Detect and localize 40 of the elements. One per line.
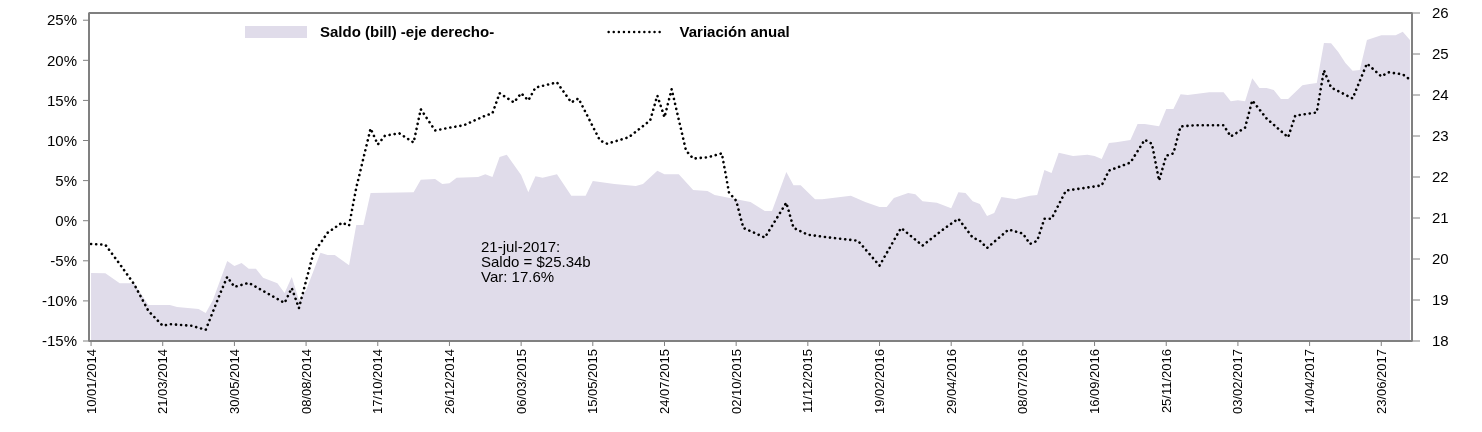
x-tick-label: 23/06/2017 [1373,349,1389,415]
y2-tick-label: 22 [1432,168,1449,186]
y-tick-label: -5% [50,252,77,270]
y2-tick-label: 19 [1432,291,1449,309]
x-tick-label: 08/08/2014 [298,349,314,415]
x-tick-label: 29/04/2016 [943,349,959,415]
y-tick-label: 25% [46,11,77,29]
x-tick-label: 24/07/2015 [657,349,673,415]
x-tick-label: 11/12/2015 [800,349,816,414]
x-tick-label: 14/04/2017 [1302,349,1318,415]
y2-tick-label: 21 [1432,209,1449,227]
x-tick-label: 10/01/2014 [83,349,99,415]
x-tick-label: 08/07/2016 [1015,349,1031,415]
y2-tick-label: 26 [1432,4,1449,22]
y-tick-label: 10% [46,131,77,149]
y2-tick-label: 25 [1432,45,1449,63]
x-tick-label: 25/11/2016 [1158,349,1174,414]
x-tick-label: 17/10/2014 [370,349,386,415]
x-tick-label: 30/05/2014 [226,349,242,415]
x-tick-label: 06/03/2015 [513,349,529,415]
y-tick-label: -15% [41,332,77,350]
y-tick-label: 15% [46,91,77,109]
y2-tick-label: 24 [1432,86,1449,104]
y-tick-label: 20% [46,51,77,69]
x-tick-label: 16/09/2016 [1087,349,1103,415]
y2-tick-label: 23 [1432,127,1449,145]
legend-label: Variación anual [679,23,790,41]
x-tick-label: 03/02/2017 [1230,349,1246,415]
y2-tick-label: 18 [1432,332,1449,350]
x-tick-label: 26/12/2014 [442,349,457,415]
x-tick-label: 21/03/2014 [155,349,171,415]
y-tick-label: 0% [55,211,77,229]
legend-label: Saldo (bill) -eje derecho- [320,23,495,41]
annotation: 21-jul-2017: Saldo = $25.34b Var: 17.6% [481,238,591,285]
x-tick-label: 02/10/2015 [728,349,744,415]
y-tick-label: 5% [55,171,77,189]
x-tick-label: 15/05/2015 [585,349,601,415]
x-tick-label: 19/02/2016 [872,349,888,415]
y2-tick-label: 20 [1432,250,1449,268]
y-tick-label: -10% [41,292,77,310]
